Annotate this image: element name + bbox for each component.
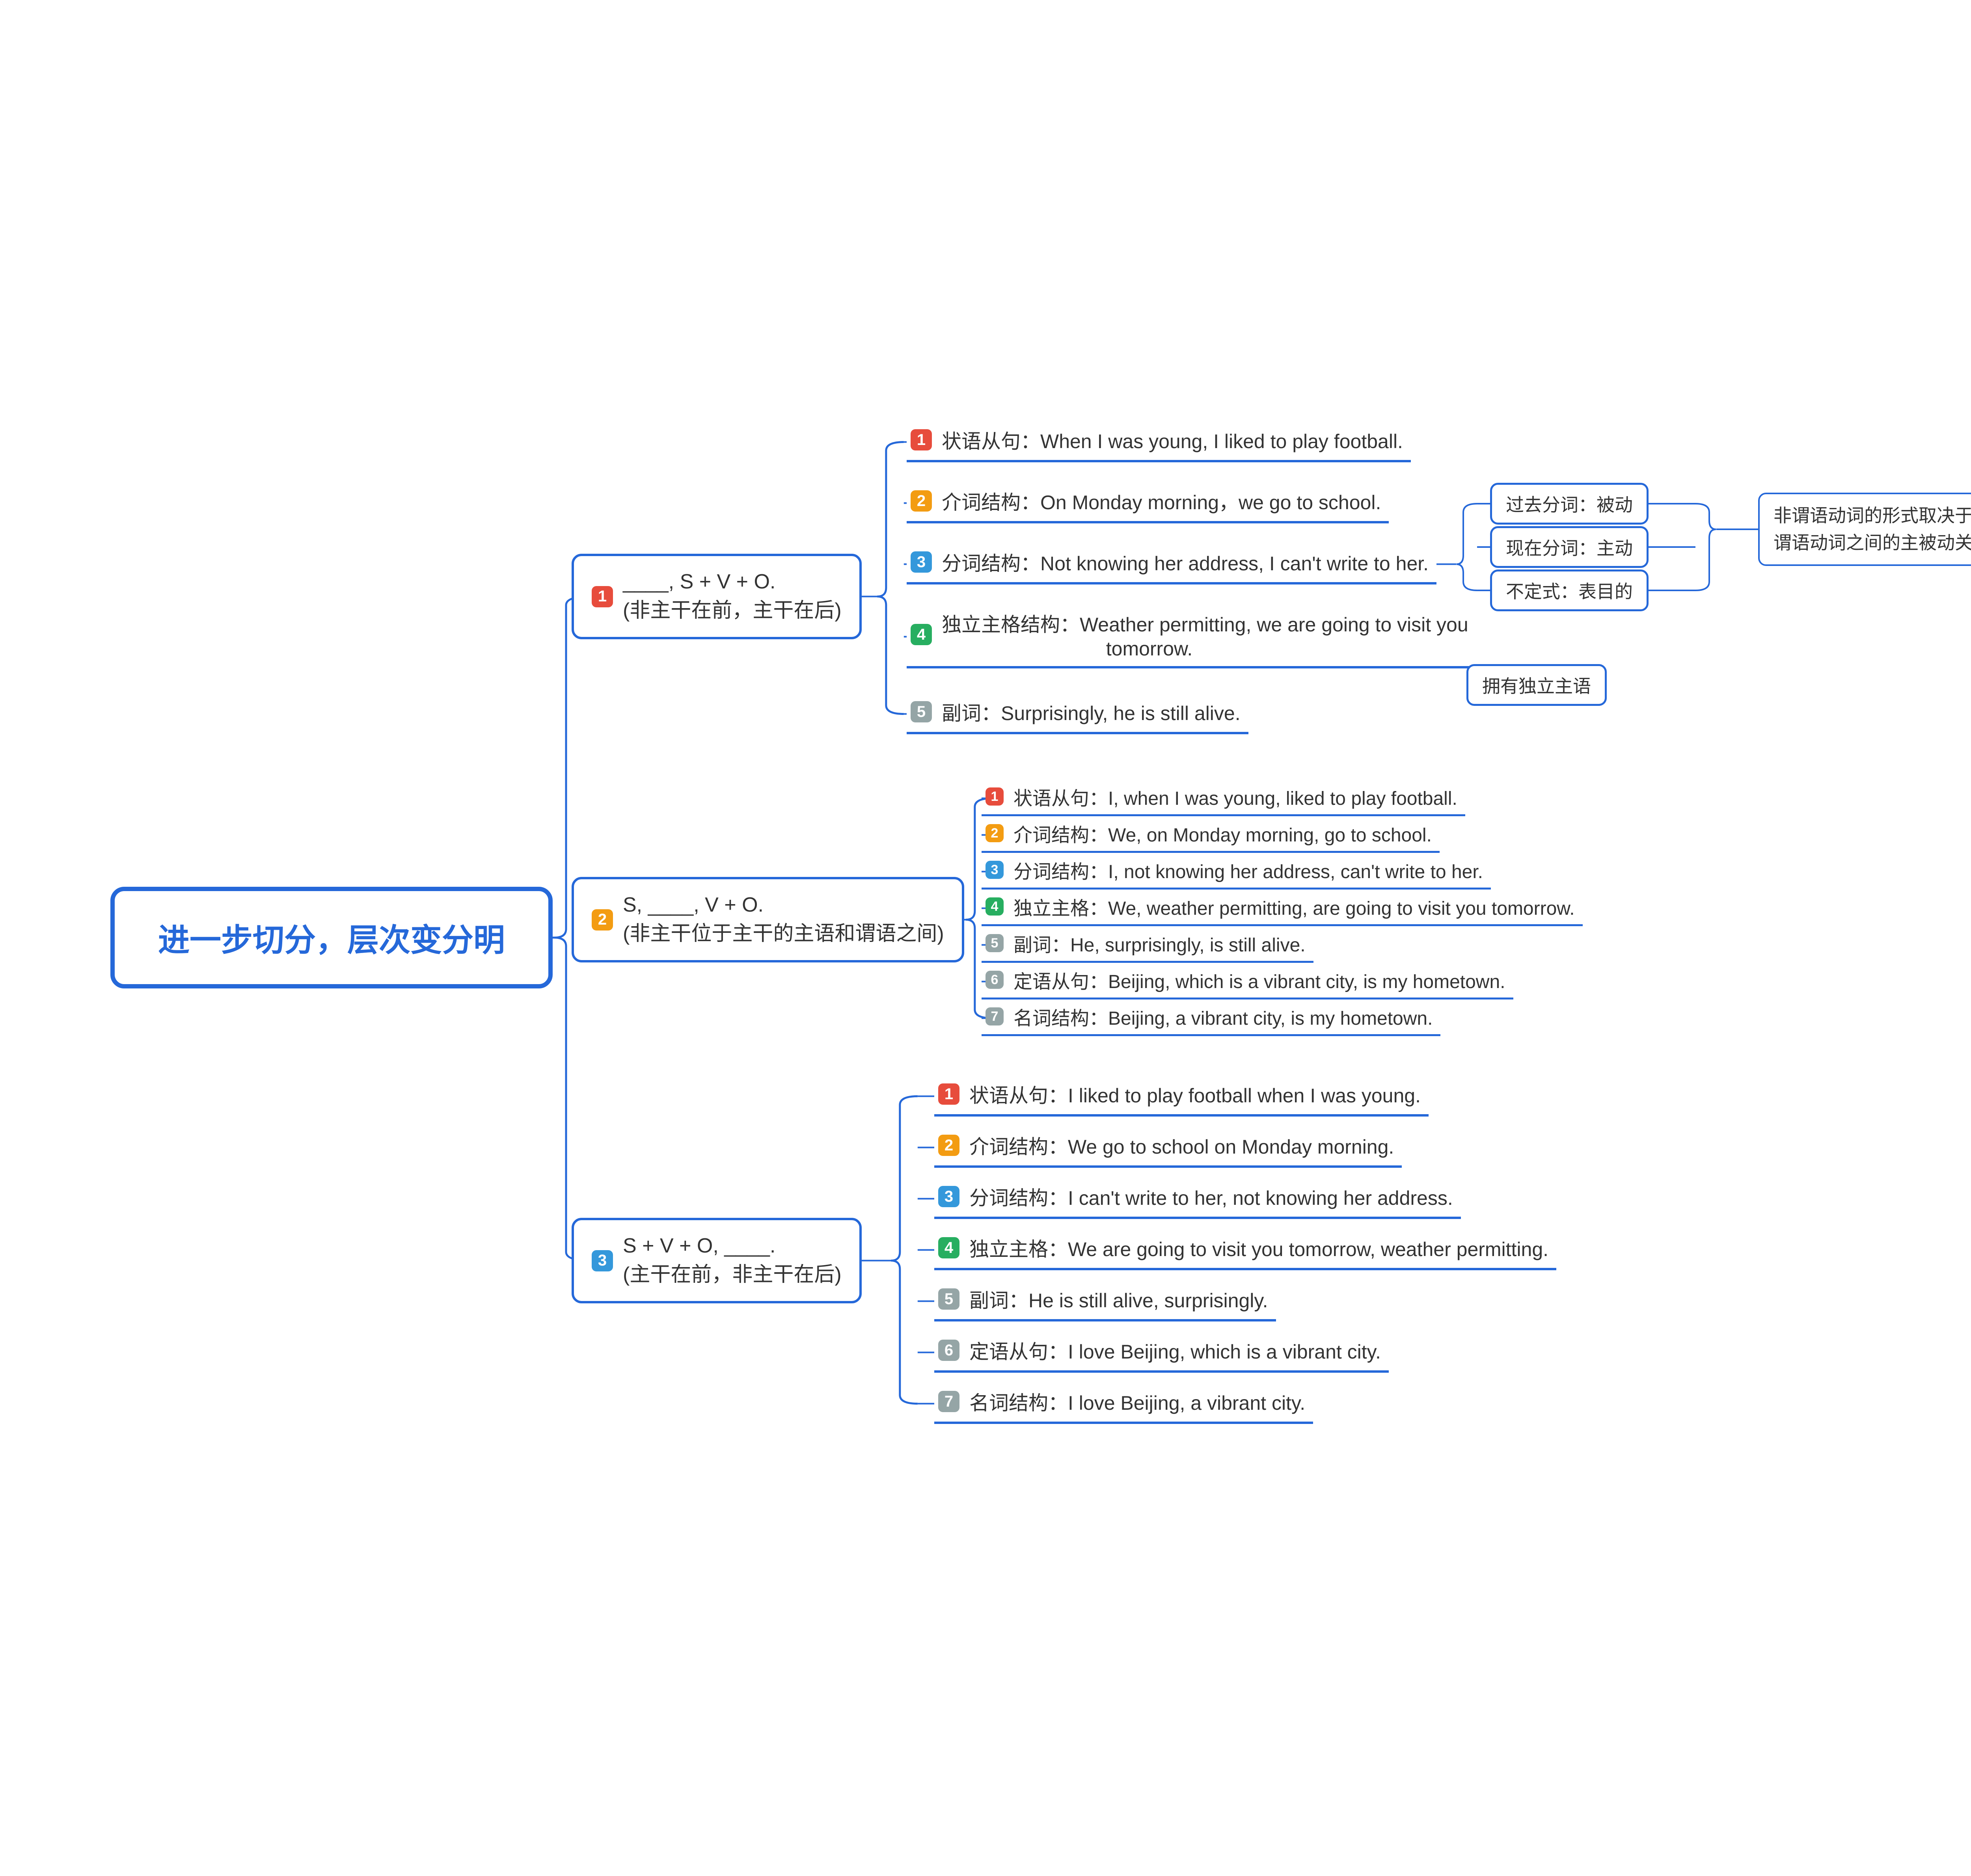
leaf-badge: 4 <box>911 624 932 645</box>
leaf-badge: 1 <box>986 787 1004 806</box>
leaf-text: 介词结构：On Monday morning，we go to school. <box>942 487 1381 515</box>
leaf-text: 分词结构：I, not knowing her address, can't w… <box>1013 856 1483 884</box>
root-title: 进一步切分，层次变分明 <box>158 915 505 960</box>
leaf-item: 1 状语从句：I, when I was young, liked to play… <box>982 780 1465 816</box>
pattern-3-line2: (主干在前，非主干在后) <box>623 1258 842 1287</box>
leaf-badge: 4 <box>986 897 1004 916</box>
leaf-text: 名词结构：Beijing, a vibrant city, is my home… <box>1013 1003 1433 1030</box>
root-node: 进一步切分，层次变分明 <box>110 887 553 988</box>
leaf-badge: 3 <box>938 1186 959 1207</box>
participle-note: 非谓语动词的形式取决于逻辑主语和非谓语动词之间的主被动关系 <box>1758 493 1971 566</box>
leaf-item: 7 名词结构：I love Beijing, a vibrant city. <box>934 1383 1313 1424</box>
pattern-badge-1: 1 <box>592 586 613 607</box>
pattern-1-line1: ____, S + V + O. <box>623 570 842 594</box>
leaf-item: 2 介词结构：We, on Monday morning, go to schoo… <box>982 817 1440 853</box>
leaf-text: 状语从句：I, when I was young, liked to play … <box>1013 783 1457 810</box>
leaf-text: 介词结构：We, on Monday morning, go to school… <box>1013 819 1432 847</box>
leaf-badge: 7 <box>986 1007 1004 1025</box>
pattern-3-line1: S + V + O, ____. <box>623 1234 842 1258</box>
leaf-item: 5 副词：He, surprisingly, is still alive. <box>982 927 1313 963</box>
leaf-item: 4 独立主格结构：Weather permitting, we are going… <box>907 605 1476 668</box>
leaf-badge: 6 <box>986 971 1004 989</box>
pattern-badge-3: 3 <box>592 1250 613 1271</box>
leaf-text: 副词：He is still alive, surprisingly. <box>969 1285 1268 1313</box>
leaf-item: 4 独立主格：We, weather permitting, are going … <box>982 890 1583 926</box>
pattern-badge-2: 2 <box>592 909 613 931</box>
leaf-badge: 2 <box>911 490 932 512</box>
leaf-item: 2 介词结构：We go to school on Monday morning. <box>934 1127 1402 1168</box>
leaf-text: 分词结构：I can't write to her, not knowing h… <box>969 1182 1453 1211</box>
leaf-item: 4 独立主格：We are going to visit you tomorrow… <box>934 1230 1556 1270</box>
leaf-badge: 4 <box>938 1237 959 1258</box>
pattern-1-line2: (非主干在前，主干在后) <box>623 594 842 623</box>
leaf-text: 定语从句：I love Beijing, which is a vibrant … <box>969 1336 1381 1364</box>
leaf-text: 副词：He, surprisingly, is still alive. <box>1013 929 1306 957</box>
leaf-badge: 5 <box>938 1288 959 1310</box>
leaf-text: 独立主格：We are going to visit you tomorrow,… <box>969 1234 1548 1262</box>
leaf-item: 3 分词结构：Not knowing her address, I can't w… <box>907 544 1436 584</box>
pattern-2-line2: (非主干位于主干的主语和谓语之间) <box>623 917 944 946</box>
participle-sub-3: 不定式：表目的 <box>1490 570 1649 611</box>
leaf-item: 1 状语从句：I liked to play football when I wa… <box>934 1076 1429 1117</box>
leaf-item: 3 分词结构：I, not knowing her address, can't … <box>982 854 1491 890</box>
leaf-text: 独立主格结构：Weather permitting, we are going … <box>942 609 1468 660</box>
leaf-text: 独立主格：We, weather permitting, are going t… <box>1013 893 1575 920</box>
leaf-badge: 3 <box>986 861 1004 879</box>
leaf-item: 7 名词结构：Beijing, a vibrant city, is my hom… <box>982 1000 1440 1036</box>
leaf-badge: 3 <box>911 551 932 573</box>
pattern-node-2: 2 S, ____, V + O. (非主干位于主干的主语和谓语之间) <box>572 877 964 962</box>
leaf-text: 定语从句：Beijing, which is a vibrant city, i… <box>1013 966 1505 994</box>
leaf-item: 5 副词：He is still alive, surprisingly. <box>934 1281 1276 1321</box>
participle-sub-2: 现在分词：主动 <box>1490 526 1649 568</box>
leaf-badge: 1 <box>911 429 932 450</box>
leaf-text: 介词结构：We go to school on Monday morning. <box>969 1131 1394 1159</box>
leaf-badge: 7 <box>938 1391 959 1412</box>
leaf-item: 2 介词结构：On Monday morning，we go to school. <box>907 483 1389 523</box>
leaf-text: 名词结构：I love Beijing, a vibrant city. <box>969 1387 1305 1416</box>
leaf-item: 6 定语从句：Beijing, which is a vibrant city, … <box>982 964 1513 999</box>
leaf-item: 3 分词结构：I can't write to her, not knowing … <box>934 1178 1461 1219</box>
leaf-item: 1 状语从句：When I was young, I liked to play … <box>907 422 1411 462</box>
pattern-2-line1: S, ____, V + O. <box>623 893 944 917</box>
absolute-note: 拥有独立主语 <box>1466 664 1607 706</box>
leaf-text: 状语从句：When I was young, I liked to play f… <box>942 426 1403 454</box>
pattern-node-1: 1 ____, S + V + O. (非主干在前，主干在后) <box>572 554 862 639</box>
leaf-badge: 6 <box>938 1340 959 1361</box>
leaf-badge: 1 <box>938 1083 959 1105</box>
leaf-item: 6 定语从句：I love Beijing, which is a vibrant… <box>934 1332 1389 1373</box>
participle-sub-1: 过去分词：被动 <box>1490 483 1649 525</box>
leaf-badge: 2 <box>938 1135 959 1156</box>
leaf-item: 5 副词：Surprisingly, he is still alive. <box>907 694 1248 734</box>
leaf-text: 分词结构：Not knowing her address, I can't wr… <box>942 548 1429 576</box>
leaf-text: 状语从句：I liked to play football when I was… <box>969 1080 1421 1108</box>
leaf-text: 副词：Surprisingly, he is still alive. <box>942 698 1241 726</box>
leaf-badge: 5 <box>911 701 932 722</box>
leaf-badge: 2 <box>986 824 1004 842</box>
leaf-badge: 5 <box>986 934 1004 952</box>
pattern-node-3: 3 S + V + O, ____. (主干在前，非主干在后) <box>572 1218 862 1303</box>
